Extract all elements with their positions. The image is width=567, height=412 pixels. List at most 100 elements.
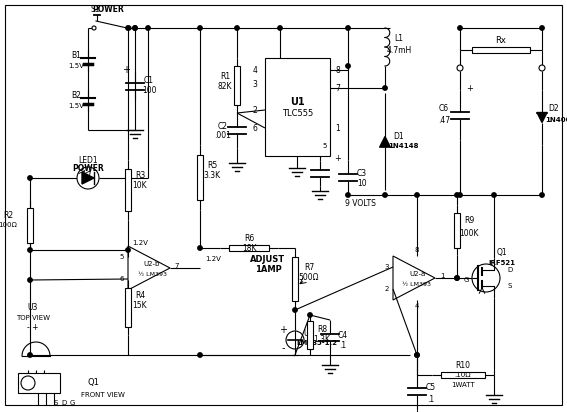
Text: R6: R6 xyxy=(244,234,254,243)
Text: C6: C6 xyxy=(439,103,449,112)
Text: 10K: 10K xyxy=(133,180,147,190)
Circle shape xyxy=(133,26,137,30)
Circle shape xyxy=(92,26,96,30)
Bar xyxy=(454,213,460,248)
Bar xyxy=(307,321,313,349)
Text: .47: .47 xyxy=(438,115,450,124)
Text: D: D xyxy=(61,400,67,406)
Circle shape xyxy=(286,331,304,349)
Text: 1.5V: 1.5V xyxy=(68,63,84,69)
Circle shape xyxy=(540,26,544,30)
Polygon shape xyxy=(393,256,435,300)
Text: U3: U3 xyxy=(28,304,38,312)
Text: 4: 4 xyxy=(415,303,419,309)
Bar xyxy=(18,373,60,393)
Text: 1: 1 xyxy=(336,124,340,133)
Bar xyxy=(229,245,269,251)
Text: 9 VOLTS: 9 VOLTS xyxy=(345,199,375,208)
Polygon shape xyxy=(537,112,547,122)
Text: 7: 7 xyxy=(336,84,340,93)
Circle shape xyxy=(346,193,350,197)
Text: 3.3K: 3.3K xyxy=(204,171,221,180)
Text: 4: 4 xyxy=(252,66,257,75)
Text: FRONT VIEW: FRONT VIEW xyxy=(81,392,125,398)
Text: 1N4001: 1N4001 xyxy=(545,117,567,123)
Text: 100K: 100K xyxy=(459,229,479,237)
Circle shape xyxy=(77,167,99,189)
Circle shape xyxy=(198,353,202,357)
Circle shape xyxy=(278,26,282,30)
Text: 1.5V: 1.5V xyxy=(68,103,84,109)
Text: D2: D2 xyxy=(549,103,559,112)
Circle shape xyxy=(127,26,131,30)
Text: U2-a: U2-a xyxy=(409,271,425,277)
Text: TOP VIEW: TOP VIEW xyxy=(16,315,50,321)
Text: ½ LM393: ½ LM393 xyxy=(403,283,431,288)
Circle shape xyxy=(383,193,387,197)
Text: D: D xyxy=(507,267,513,273)
Circle shape xyxy=(415,353,419,357)
Circle shape xyxy=(308,313,312,317)
Polygon shape xyxy=(82,172,94,184)
Text: D1: D1 xyxy=(393,132,404,141)
Text: L1: L1 xyxy=(395,33,404,42)
Text: 1WATT: 1WATT xyxy=(451,382,475,388)
Text: 500Ω: 500Ω xyxy=(299,274,319,283)
Circle shape xyxy=(28,248,32,252)
Text: S1: S1 xyxy=(90,5,100,14)
Circle shape xyxy=(539,65,545,71)
Circle shape xyxy=(126,26,130,30)
Circle shape xyxy=(146,26,150,30)
Bar xyxy=(27,208,33,243)
Text: U3: U3 xyxy=(304,330,314,339)
Circle shape xyxy=(126,248,130,252)
Text: 2: 2 xyxy=(385,286,389,292)
Circle shape xyxy=(346,26,350,30)
Bar xyxy=(441,372,485,378)
Text: R2: R2 xyxy=(3,211,13,220)
Text: 1: 1 xyxy=(440,273,445,279)
Text: LM385-1.2: LM385-1.2 xyxy=(297,340,337,346)
Text: 1.2V: 1.2V xyxy=(132,240,148,246)
Bar xyxy=(472,47,530,53)
Text: 2: 2 xyxy=(253,105,257,115)
Polygon shape xyxy=(128,246,170,290)
Text: G: G xyxy=(463,277,469,283)
Bar xyxy=(197,155,203,200)
Circle shape xyxy=(492,193,496,197)
Polygon shape xyxy=(380,136,390,147)
Text: R1: R1 xyxy=(220,72,230,80)
Circle shape xyxy=(383,86,387,90)
Text: Q1: Q1 xyxy=(497,248,507,257)
Text: +: + xyxy=(467,84,473,93)
Text: IRF521: IRF521 xyxy=(489,260,515,266)
Text: R9: R9 xyxy=(464,215,474,225)
Bar xyxy=(265,58,330,156)
Circle shape xyxy=(235,26,239,30)
Circle shape xyxy=(472,264,500,292)
Text: C3: C3 xyxy=(357,169,367,178)
Text: ADJUST: ADJUST xyxy=(251,255,286,265)
Circle shape xyxy=(455,276,459,280)
Text: 6: 6 xyxy=(120,276,124,282)
Text: R8: R8 xyxy=(317,325,327,335)
Text: R7: R7 xyxy=(304,264,314,272)
Circle shape xyxy=(28,353,32,357)
Text: +: + xyxy=(335,154,341,162)
Text: C1: C1 xyxy=(144,75,154,84)
Text: 82K: 82K xyxy=(218,82,232,91)
Text: LED1: LED1 xyxy=(78,155,98,164)
Text: U2-b: U2-b xyxy=(144,261,160,267)
Text: C4: C4 xyxy=(338,330,348,339)
Bar xyxy=(125,169,131,211)
Circle shape xyxy=(28,278,32,282)
Text: S: S xyxy=(54,400,58,406)
Text: U1: U1 xyxy=(290,97,305,107)
Text: 1.2V: 1.2V xyxy=(205,256,221,262)
Text: 3: 3 xyxy=(252,80,257,89)
Text: 5: 5 xyxy=(120,254,124,260)
Text: R4: R4 xyxy=(135,290,145,300)
Text: 3: 3 xyxy=(385,264,390,270)
Circle shape xyxy=(198,26,202,30)
Text: - +: - + xyxy=(27,323,39,332)
